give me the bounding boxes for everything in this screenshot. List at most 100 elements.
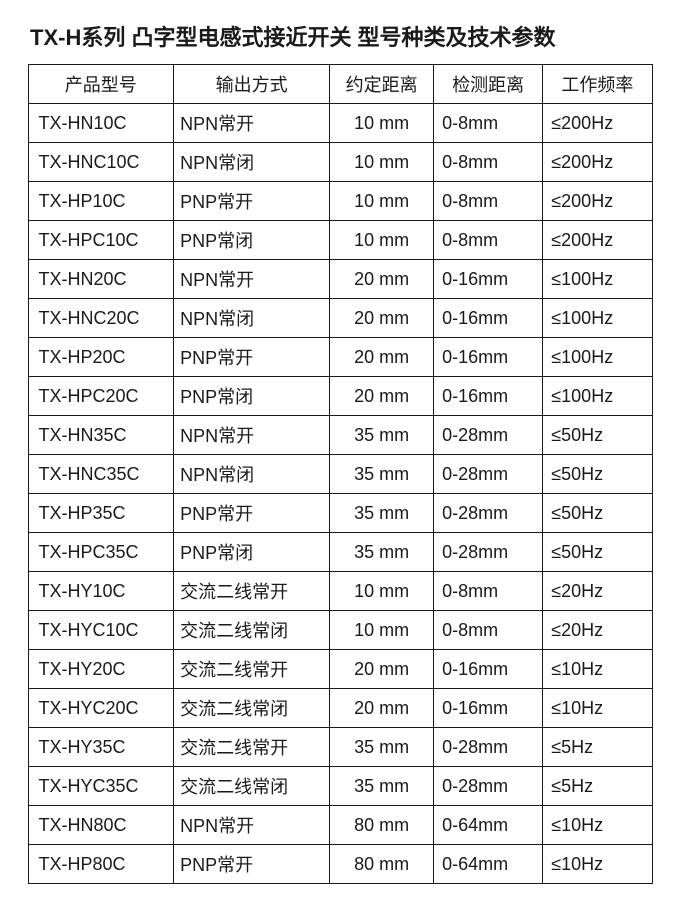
table-cell: TX-HN10C	[28, 104, 174, 143]
table-cell: 0-16mm	[434, 650, 543, 689]
table-cell: ≤100Hz	[543, 299, 652, 338]
table-cell: 10 mm	[330, 143, 434, 182]
table-cell: 0-28mm	[434, 494, 543, 533]
table-cell: 35 mm	[330, 455, 434, 494]
table-cell: 20 mm	[330, 299, 434, 338]
table-row: TX-HP80CPNP常开80 mm0-64mm≤10Hz	[28, 845, 652, 884]
table-row: TX-HNC35CNPN常闭35 mm0-28mm≤50Hz	[28, 455, 652, 494]
table-cell: ≤5Hz	[543, 767, 652, 806]
table-row: TX-HPC35CPNP常闭35 mm0-28mm≤50Hz	[28, 533, 652, 572]
table-cell: 10 mm	[330, 182, 434, 221]
table-cell: 交流二线常开	[174, 650, 330, 689]
table-row: TX-HNC20CNPN常闭20 mm0-16mm≤100Hz	[28, 299, 652, 338]
table-row: TX-HY35C交流二线常开35 mm0-28mm≤5Hz	[28, 728, 652, 767]
col-header-detect: 检测距离	[434, 65, 543, 104]
table-cell: TX-HN20C	[28, 260, 174, 299]
table-row: TX-HN35CNPN常开35 mm0-28mm≤50Hz	[28, 416, 652, 455]
table-cell: TX-HYC20C	[28, 689, 174, 728]
table-cell: 交流二线常开	[174, 728, 330, 767]
table-cell: TX-HYC10C	[28, 611, 174, 650]
table-cell: ≤10Hz	[543, 689, 652, 728]
table-cell: 20 mm	[330, 377, 434, 416]
table-cell: 0-28mm	[434, 416, 543, 455]
table-cell: 0-8mm	[434, 182, 543, 221]
table-cell: ≤5Hz	[543, 728, 652, 767]
table-cell: TX-HPC20C	[28, 377, 174, 416]
table-cell: TX-HP10C	[28, 182, 174, 221]
table-cell: 0-8mm	[434, 143, 543, 182]
table-row: TX-HN80CNPN常开80 mm0-64mm≤10Hz	[28, 806, 652, 845]
table-row: TX-HY20C交流二线常开20 mm0-16mm≤10Hz	[28, 650, 652, 689]
table-cell: TX-HNC10C	[28, 143, 174, 182]
table-cell: 0-28mm	[434, 533, 543, 572]
table-row: TX-HNC10CNPN常闭10 mm0-8mm≤200Hz	[28, 143, 652, 182]
table-cell: ≤10Hz	[543, 806, 652, 845]
table-cell: PNP常开	[174, 338, 330, 377]
table-cell: 35 mm	[330, 533, 434, 572]
table-row: TX-HPC20CPNP常闭20 mm0-16mm≤100Hz	[28, 377, 652, 416]
table-row: TX-HYC20C交流二线常闭20 mm0-16mm≤10Hz	[28, 689, 652, 728]
table-cell: 20 mm	[330, 338, 434, 377]
table-cell: 10 mm	[330, 572, 434, 611]
table-cell: 0-64mm	[434, 845, 543, 884]
table-cell: 交流二线常闭	[174, 767, 330, 806]
table-cell: 80 mm	[330, 806, 434, 845]
table-cell: PNP常开	[174, 845, 330, 884]
table-cell: TX-HPC35C	[28, 533, 174, 572]
table-cell: TX-HNC35C	[28, 455, 174, 494]
table-cell: PNP常闭	[174, 377, 330, 416]
table-cell: ≤200Hz	[543, 104, 652, 143]
table-cell: 20 mm	[330, 260, 434, 299]
table-cell: NPN常开	[174, 104, 330, 143]
col-header-output: 输出方式	[174, 65, 330, 104]
page-title: TX-H系列 凸字型电感式接近开关 型号种类及技术参数	[25, 20, 655, 52]
col-header-model: 产品型号	[28, 65, 174, 104]
table-cell: 0-16mm	[434, 260, 543, 299]
table-cell: TX-HP80C	[28, 845, 174, 884]
table-cell: 0-28mm	[434, 728, 543, 767]
table-cell: PNP常闭	[174, 533, 330, 572]
table-row: TX-HYC35C交流二线常闭35 mm0-28mm≤5Hz	[28, 767, 652, 806]
table-cell: ≤10Hz	[543, 845, 652, 884]
table-cell: PNP常开	[174, 494, 330, 533]
table-cell: 10 mm	[330, 221, 434, 260]
table-cell: 10 mm	[330, 611, 434, 650]
table-row: TX-HPC10CPNP常闭10 mm0-8mm≤200Hz	[28, 221, 652, 260]
table-cell: TX-HY20C	[28, 650, 174, 689]
table-cell: ≤200Hz	[543, 182, 652, 221]
table-cell: ≤100Hz	[543, 377, 652, 416]
table-cell: 交流二线常闭	[174, 611, 330, 650]
table-cell: 0-16mm	[434, 689, 543, 728]
table-header-row: 产品型号 输出方式 约定距离 检测距离 工作频率	[28, 65, 652, 104]
table-cell: TX-HNC20C	[28, 299, 174, 338]
table-cell: 0-8mm	[434, 104, 543, 143]
table-cell: NPN常开	[174, 260, 330, 299]
table-cell: NPN常开	[174, 806, 330, 845]
col-header-freq: 工作频率	[543, 65, 652, 104]
table-row: TX-HY10C交流二线常开10 mm0-8mm≤20Hz	[28, 572, 652, 611]
table-cell: ≤50Hz	[543, 455, 652, 494]
table-cell: 0-16mm	[434, 338, 543, 377]
table-cell: TX-HN35C	[28, 416, 174, 455]
table-cell: 0-8mm	[434, 572, 543, 611]
table-cell: ≤20Hz	[543, 572, 652, 611]
specs-table: 产品型号 输出方式 约定距离 检测距离 工作频率 TX-HN10CNPN常开10…	[28, 64, 653, 884]
table-cell: ≤200Hz	[543, 143, 652, 182]
table-cell: 10 mm	[330, 104, 434, 143]
table-cell: 0-64mm	[434, 806, 543, 845]
table-cell: ≤100Hz	[543, 338, 652, 377]
table-cell: ≤200Hz	[543, 221, 652, 260]
table-cell: TX-HY10C	[28, 572, 174, 611]
table-cell: 20 mm	[330, 689, 434, 728]
table-row: TX-HP10CPNP常开10 mm0-8mm≤200Hz	[28, 182, 652, 221]
table-cell: TX-HYC35C	[28, 767, 174, 806]
table-cell: 0-8mm	[434, 221, 543, 260]
table-cell: ≤10Hz	[543, 650, 652, 689]
table-cell: 0-8mm	[434, 611, 543, 650]
table-cell: 0-28mm	[434, 767, 543, 806]
table-cell: PNP常闭	[174, 221, 330, 260]
table-cell: 0-16mm	[434, 377, 543, 416]
table-cell: 80 mm	[330, 845, 434, 884]
table-cell: 交流二线常开	[174, 572, 330, 611]
table-cell: NPN常开	[174, 416, 330, 455]
